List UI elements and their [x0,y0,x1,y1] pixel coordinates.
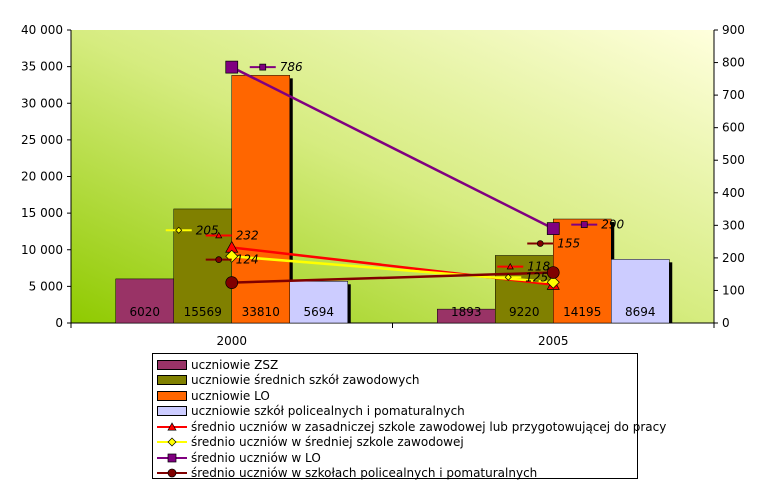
legend-key [157,390,187,401]
left-tick-label: 10 000 [21,243,63,257]
right-tick-label: 800 [722,56,745,70]
legend-item: uczniowie LO [157,388,270,403]
line-labels: 232 118 205 125 786 290 124 155 [165,60,625,284]
x-tick-label: 2000 [216,334,247,348]
legend-key [157,359,187,370]
line-marker [225,276,239,289]
bar-value-label: 8694 [625,305,656,319]
right-tick-label: 700 [722,88,745,102]
axes: 0 5 000 10 000 15 000 20 000 25 000 30 000 35 0… [21,23,745,348]
legend-item: średnio uczniów w średniej szkole zawodo… [157,435,464,450]
label-key-marker [580,221,588,228]
left-tick-label: 15 000 [21,206,63,220]
bar-value-label: 5694 [303,305,334,319]
left-tick-label: 30 000 [21,96,63,110]
series-line [231,65,554,230]
legend-key-marker [167,468,177,478]
bar-labels: 6020 1893 15569 9220 33810 14195 5694 8694 [129,305,655,319]
series-line [231,271,554,284]
line-marker [546,266,560,279]
legend-key [157,437,187,447]
legend-label: średnio uczniów w średniej szkole zawodo… [191,435,464,449]
legend-item: średnio uczniów w zasadniczej szkole zaw… [157,419,666,434]
legend-label: uczniowie szkół policealnych i pomatural… [191,404,465,418]
legend-label: uczniowie średnich szkół zawodowych [191,373,420,387]
right-tick-label: 0 [722,316,730,330]
line-value-label: 118 [527,260,550,274]
label-key-marker [506,262,514,270]
bar-value-label: 9220 [509,305,540,319]
left-tick-label: 25 000 [21,133,63,147]
legend-key [157,375,187,385]
bar-value-label: 15569 [184,305,222,319]
left-tick-label: 40 000 [21,23,63,37]
line-value-label: 290 [601,218,624,232]
line-value-label: 155 [557,237,580,251]
legend-label: średnio uczniów w zasadniczej szkole zaw… [191,419,667,434]
legend-key-marker [167,437,177,447]
right-tick-label: 200 [722,251,745,265]
legend-key [157,406,187,416]
right-tick-label: 900 [722,23,745,37]
label-key-marker [259,63,267,71]
right-tick-label: 300 [722,218,745,232]
label-key-marker [536,240,544,247]
lines [225,60,560,290]
right-tick-label: 600 [722,121,745,135]
legend-item: średnio uczniów w szkołach policealnych … [157,466,537,481]
bar [611,259,670,324]
right-tick-label: 400 [722,186,745,200]
legend-key [157,453,187,463]
bar-value-label: 6020 [129,305,160,319]
legend: uczniowie ZSZ uczniowie średnich szkół za… [152,353,666,481]
legend-label: uczniowie ZSZ [191,357,279,372]
left-tick-label: 20 000 [21,170,63,184]
x-tick-label: 2005 [538,334,569,348]
line-value-label: 124 [236,253,259,267]
legend-key [157,421,187,432]
left-tick-label: 35 000 [21,60,63,74]
label-key-marker [215,256,223,263]
bar [231,75,290,324]
label-key-marker [175,226,183,234]
bar [289,281,348,324]
legend-key-marker [167,421,177,431]
label-key-marker [504,273,512,281]
legend-label: średnio uczniów w LO [191,450,321,465]
line-marker [225,60,239,74]
bar-value-label: 14195 [563,305,601,319]
bar-value-label: 33810 [242,305,280,319]
line-marker [546,222,560,235]
line-value-label: 786 [280,60,303,74]
legend-label: średnio uczniów w szkołach policealnych … [191,466,538,480]
label-key-marker [215,231,223,239]
legend-label: uczniowie LO [191,388,270,403]
bar [115,278,174,324]
legend-item: uczniowie szkół policealnych i pomatural… [157,404,465,419]
left-tick-label: 5 000 [29,279,63,293]
right-tick-label: 500 [722,153,745,167]
legend-key [157,468,187,478]
legend-item: uczniowie ZSZ [157,357,278,372]
bar [173,208,232,324]
legend-item: uczniowie średnich szkół zawodowych [157,373,420,388]
legend-key-marker [167,453,177,462]
left-tick-label: 0 [55,316,63,330]
bar [553,218,612,324]
line-value-label: 232 [236,228,259,242]
line-value-label: 205 [196,223,219,237]
line-value-label: 125 [525,270,548,284]
line-marker [546,275,560,289]
bar-value-label: 1893 [451,305,482,319]
right-tick-label: 100 [722,283,745,297]
legend-item: średnio uczniów w LO [157,450,321,465]
